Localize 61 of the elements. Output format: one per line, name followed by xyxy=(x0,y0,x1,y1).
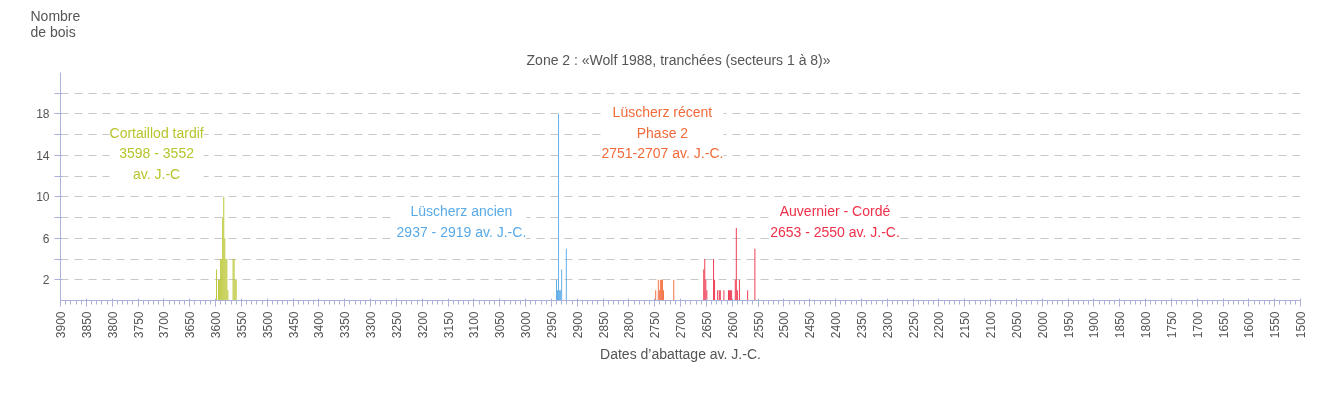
x-tick-label: 2550 xyxy=(751,311,766,339)
x-tick-label: 1650 xyxy=(1216,311,1231,339)
x-tick-label: 3550 xyxy=(234,311,249,339)
x-tick-label: 3700 xyxy=(157,311,172,339)
y-tick-label: 10 xyxy=(36,190,50,205)
annotation: Lüscherz ancien 2937 - 2919 av. J.-C. xyxy=(396,203,527,241)
x-tick-label: 2050 xyxy=(1009,311,1024,339)
x-tick-label: 3200 xyxy=(415,311,430,339)
x-tick-label: 3250 xyxy=(389,311,404,339)
x-tick-label: 1800 xyxy=(1139,311,1153,339)
x-tick-label: 1950 xyxy=(1061,311,1076,339)
x-tick-label: 1500 xyxy=(1294,311,1308,339)
x-tick-label: 3050 xyxy=(493,311,508,339)
y-tick-label: 14 xyxy=(36,148,50,163)
x-tick-label: 2650 xyxy=(699,311,714,339)
x-tick-label: 2250 xyxy=(906,311,921,339)
x-tick-label: 3900 xyxy=(54,311,68,339)
annotation: Cortaillod tardif 3598 - 3552 av. J.-C xyxy=(109,124,204,183)
x-tick-label: 3100 xyxy=(467,311,482,339)
x-tick-label: 3600 xyxy=(209,311,223,339)
x-tick-label: 2750 xyxy=(648,311,663,339)
x-tick-label: 1900 xyxy=(1087,311,1102,339)
x-tick-label: 2350 xyxy=(854,311,869,339)
x-tick-label: 2900 xyxy=(570,311,585,339)
x-tick-label: 1750 xyxy=(1164,311,1179,339)
x-tick-label: 2150 xyxy=(958,311,973,339)
x-tick-label: 2850 xyxy=(596,311,611,339)
chart-title: Zone 2 : «Wolf 1988, tranchées (secteurs 1 à 8)» xyxy=(526,51,831,68)
y-tick-label: 18 xyxy=(36,107,50,122)
x-tick-label: 2300 xyxy=(880,311,895,339)
annotation: Auvernier - Cordé 2653 - 2550 av. J.-C. xyxy=(770,203,900,241)
x-tick-label: 1550 xyxy=(1268,311,1283,339)
x-tick-label: 3150 xyxy=(441,311,456,339)
x-tick-label: 2600 xyxy=(725,311,740,339)
y-tick-label: 6 xyxy=(42,231,50,246)
x-tick-label: 2500 xyxy=(777,311,792,339)
x-tick-label: 3400 xyxy=(312,311,327,339)
annotation: Lüscherz récent Phase 2 2751-2707 av. J.-C. xyxy=(601,103,724,162)
x-tick-label: 2950 xyxy=(544,311,559,339)
x-tick-label: 3750 xyxy=(131,311,146,339)
x-tick-label: 3000 xyxy=(519,311,533,339)
x-tick-label: 3450 xyxy=(286,311,301,339)
x-tick-label: 3650 xyxy=(183,311,198,339)
x-tick-label: 3350 xyxy=(338,311,353,339)
x-tick-label: 3800 xyxy=(105,311,120,339)
x-axis-title: Dates d’abattage av. J.-C. xyxy=(600,346,761,363)
x-tick-label: 1850 xyxy=(1113,311,1128,339)
x-tick-label: 2000 xyxy=(1035,311,1050,339)
x-tick-label: 1600 xyxy=(1242,311,1257,339)
x-tick-label: 2450 xyxy=(803,311,818,339)
x-tick-label: 3500 xyxy=(260,311,275,339)
y-tick-label: 2 xyxy=(42,273,50,288)
x-tick-label: 3300 xyxy=(364,311,378,339)
x-tick-label: 2100 xyxy=(984,311,998,339)
x-tick-label: 2400 xyxy=(829,311,843,339)
x-tick-label: 1700 xyxy=(1190,311,1205,339)
x-tick-label: 3850 xyxy=(79,311,94,339)
y-axis-title: Nombre de bois xyxy=(30,7,81,40)
x-tick-label: 2800 xyxy=(622,311,637,339)
x-tick-label: 2200 xyxy=(932,311,947,339)
x-tick-label: 2700 xyxy=(674,311,688,339)
